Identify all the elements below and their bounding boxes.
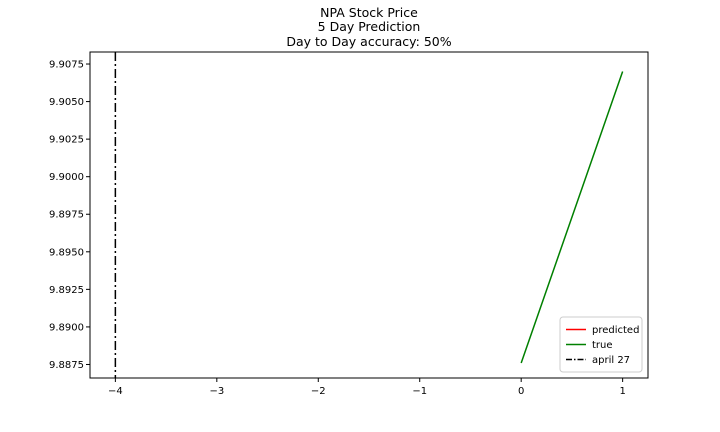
x-axis: −4 −3 −2 −1 0 1	[108, 378, 626, 397]
series-line-true	[520, 71, 624, 364]
x-tick-label: 1	[619, 386, 625, 397]
legend-label: true	[592, 340, 613, 351]
title-line-2: 5 Day Prediction	[318, 19, 421, 34]
y-tick-label: 9.9025	[49, 135, 84, 146]
title-line-1: NPA Stock Price	[320, 5, 418, 20]
title-line-3: Day to Day accuracy: 50%	[286, 34, 451, 49]
legend-label: april 27	[592, 355, 630, 366]
x-tick-label: −2	[311, 386, 326, 397]
legend: predicted true april 27	[559, 316, 643, 373]
y-tick-label: 9.8875	[49, 360, 84, 371]
y-tick-label: 9.8950	[49, 247, 84, 258]
y-axis: 9.8875 9.8900 9.8925 9.8950 9.8975 9.9000 9.90…	[49, 60, 90, 371]
x-tick-label: −4	[108, 386, 123, 397]
x-tick-label: −3	[209, 386, 224, 397]
chart-title: NPA Stock Price 5 Day Prediction Day to …	[286, 5, 451, 49]
y-tick-label: 9.9050	[49, 97, 84, 108]
y-tick-label: 9.8925	[49, 285, 84, 296]
y-tick-label: 9.9000	[49, 172, 84, 183]
plot-frame	[89, 51, 649, 379]
legend-label: predicted	[592, 325, 639, 336]
legend-box	[559, 316, 643, 373]
y-tick-label: 9.9075	[49, 60, 84, 71]
y-tick-label: 9.8975	[49, 210, 84, 221]
y-tick-label: 9.8900	[49, 322, 84, 333]
x-tick-label: −1	[412, 386, 427, 397]
x-tick-label: 0	[518, 386, 524, 397]
series-group	[520, 71, 624, 364]
